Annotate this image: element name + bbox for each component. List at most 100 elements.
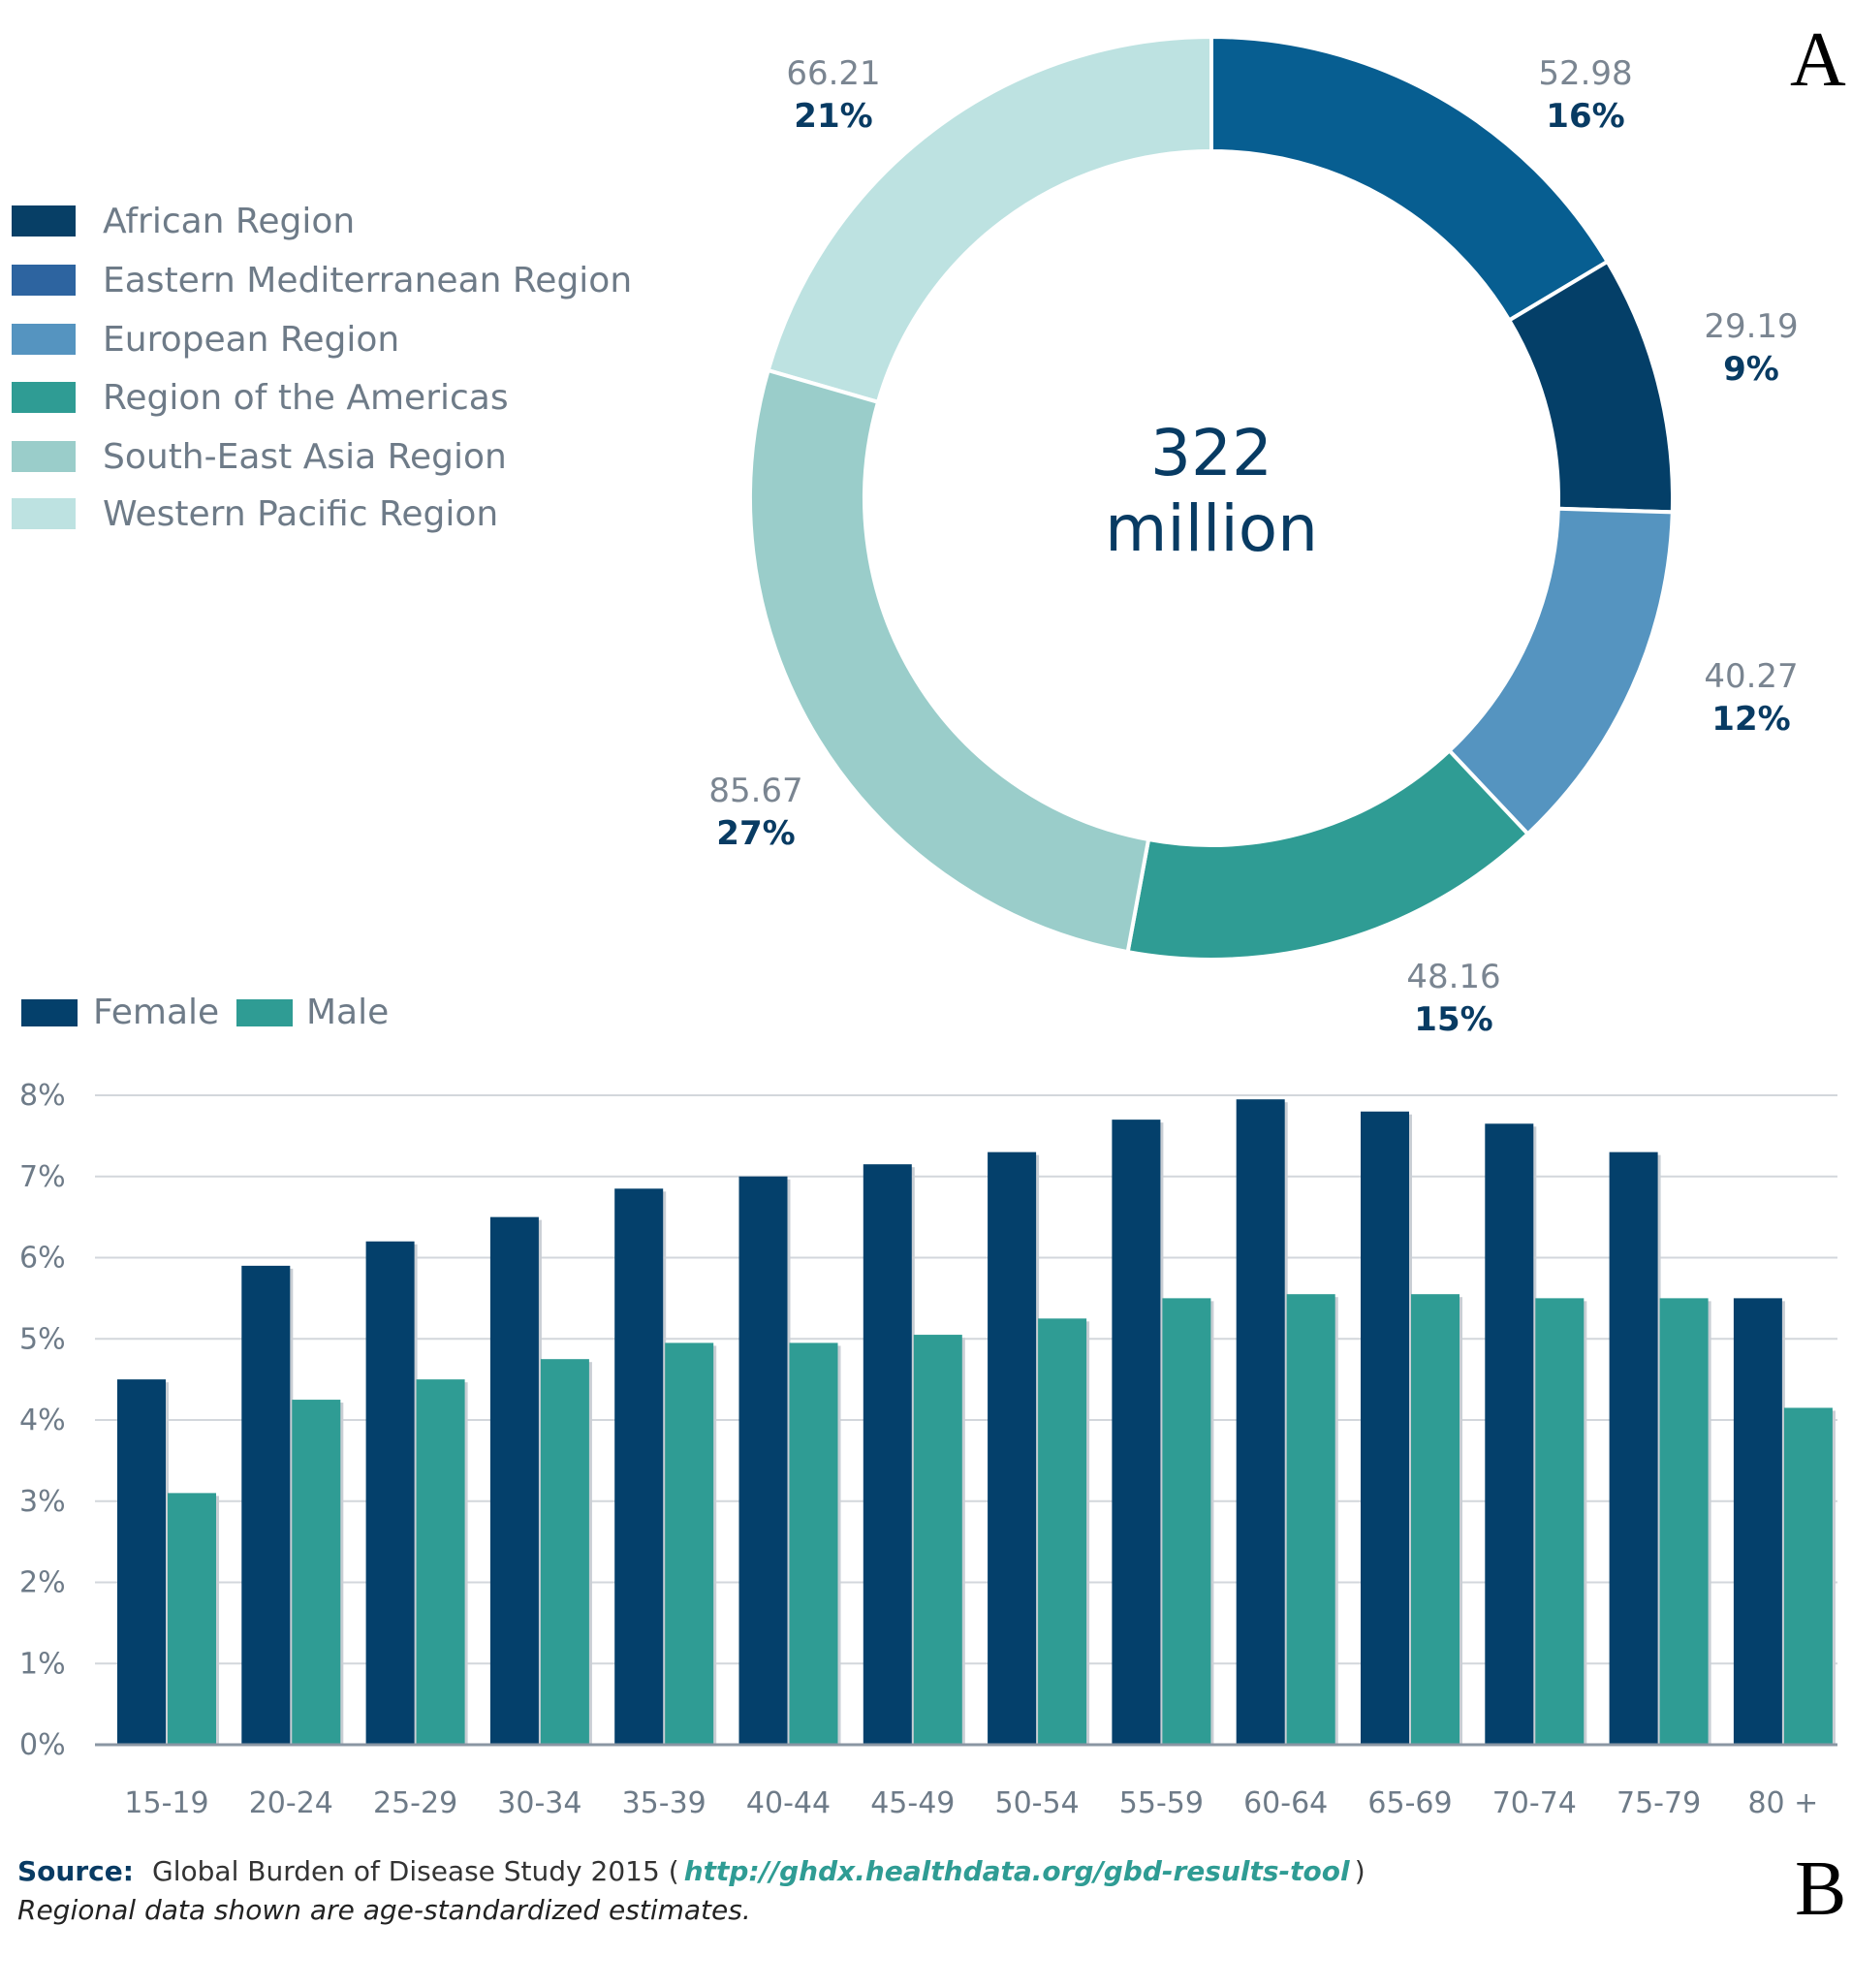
legend-label: Male — [306, 993, 389, 1032]
bar-male — [168, 1493, 216, 1745]
footnote: Regional data shown are age-standardized… — [17, 1894, 751, 1926]
bar-male — [416, 1379, 465, 1745]
bar-female — [1112, 1120, 1161, 1745]
x-tick-label: 60-64 — [1243, 1786, 1328, 1820]
bar-male — [540, 1359, 589, 1745]
y-tick-label: 6% — [19, 1242, 66, 1276]
bar-female — [1485, 1123, 1534, 1745]
x-tick-label: 50-54 — [995, 1786, 1080, 1820]
x-tick-label: 55-59 — [1119, 1786, 1204, 1820]
bar-female — [614, 1188, 664, 1745]
x-tick-label: 20-24 — [249, 1786, 333, 1820]
bar-female — [241, 1265, 291, 1745]
region-legend: African Region Eastern Mediterranean Regi… — [12, 202, 632, 534]
bar-male — [1411, 1294, 1460, 1745]
bar-female — [365, 1241, 415, 1745]
x-tick-label: 45-49 — [870, 1786, 955, 1820]
x-tick-label: 25-29 — [373, 1786, 457, 1820]
bar-female — [1236, 1099, 1285, 1745]
donut-slice — [1125, 747, 1531, 962]
x-tick-label: 30-34 — [497, 1786, 581, 1820]
bar-male — [1286, 1294, 1335, 1745]
bar-female — [863, 1164, 912, 1745]
bar-male — [1038, 1318, 1087, 1745]
bar-male — [789, 1342, 838, 1745]
bar-male — [1535, 1298, 1585, 1745]
donut-value-label: 66.21 — [786, 54, 880, 93]
bar-female — [988, 1152, 1037, 1745]
y-tick-label: 3% — [19, 1485, 66, 1519]
bar-male — [1162, 1298, 1211, 1745]
legend-label: South-East Asia Region — [103, 437, 507, 477]
bar-x-axis-ticks: 15-19 20-24 25-29 30-34 35-39 40-44 45-49 50-54… — [124, 1786, 1818, 1820]
bar-male — [1783, 1407, 1833, 1745]
donut-value-label: 52.98 — [1538, 54, 1632, 93]
donut-value-label: 29.19 — [1704, 307, 1798, 346]
bar-female — [117, 1379, 166, 1745]
y-tick-label: 0% — [19, 1728, 66, 1762]
donut-percent-label: 9% — [1723, 350, 1779, 389]
y-tick-label: 7% — [19, 1160, 66, 1194]
legend-swatch — [12, 498, 76, 529]
bar-y-axis-ticks: 0% 1% 2% 3% 4% 5% 6% 7% 8% — [19, 1079, 66, 1762]
bar-male — [1659, 1298, 1709, 1745]
x-tick-label: 75-79 — [1617, 1786, 1701, 1820]
donut-slice-labels: 66.21 21% 52.98 16% 29.19 9% 40.27 12% 48.16 15% 8… — [708, 54, 1798, 1039]
bar-chart: Female Male 0% 1% 2% 3% 4% 5% 6% 7% 8% 15-19 20-24… — [19, 993, 1837, 1820]
x-tick-label: 70-74 — [1492, 1786, 1577, 1820]
legend-swatch — [21, 999, 78, 1026]
y-tick-label: 1% — [19, 1647, 66, 1681]
bar-male — [665, 1342, 714, 1745]
donut-value-label: 85.67 — [708, 772, 802, 810]
donut-percent-label: 15% — [1414, 1000, 1492, 1039]
x-tick-label: 35-39 — [622, 1786, 706, 1820]
source-label: Source: — [17, 1855, 134, 1887]
legend-swatch — [12, 265, 76, 296]
legend-label: Western Pacific Region — [103, 494, 498, 534]
source-link[interactable]: http://ghdx.healthdata.org/gbd-results-t… — [684, 1855, 1350, 1887]
bar-female — [489, 1216, 539, 1745]
bar-female — [738, 1176, 788, 1745]
donut-percent-label: 27% — [716, 814, 795, 853]
source-close: ) — [1355, 1855, 1365, 1887]
donut-value-label: 48.16 — [1406, 958, 1500, 996]
y-tick-label: 5% — [19, 1322, 66, 1356]
legend-label: Region of the Americas — [103, 378, 509, 418]
legend-swatch — [12, 205, 76, 237]
y-tick-label: 4% — [19, 1404, 66, 1437]
bar-series — [117, 1099, 1836, 1745]
legend-swatch — [12, 382, 76, 413]
donut-slices — [748, 34, 1675, 962]
x-tick-label: 65-69 — [1367, 1786, 1452, 1820]
donut-center-number: 322 — [1150, 416, 1272, 490]
panel-label-b: B — [1795, 1846, 1846, 1932]
bar-female — [1609, 1152, 1658, 1745]
x-tick-label: 40-44 — [746, 1786, 831, 1820]
legend-swatch — [12, 441, 76, 472]
x-tick-label: 80 + — [1747, 1786, 1818, 1820]
legend-swatch — [236, 999, 293, 1026]
bar-male — [292, 1400, 341, 1745]
donut-percent-label: 21% — [794, 97, 872, 136]
donut-percent-label: 16% — [1546, 97, 1624, 136]
source-line: Source: Global Burden of Disease Study 2… — [17, 1855, 1365, 1887]
panel-label-a: A — [1790, 17, 1846, 103]
x-tick-label: 15-19 — [124, 1786, 208, 1820]
legend-label: European Region — [103, 320, 399, 360]
donut-slice — [748, 367, 1151, 955]
sex-legend: Female Male — [21, 993, 389, 1032]
legend-label: Female — [93, 993, 219, 1032]
legend-label: Eastern Mediterranean Region — [103, 261, 632, 300]
y-tick-label: 2% — [19, 1566, 66, 1600]
y-tick-label: 8% — [19, 1079, 66, 1113]
donut-chart: 66.21 21% 52.98 16% 29.19 9% 40.27 12% 48.16 15% 8… — [708, 34, 1799, 1039]
bar-female — [1361, 1111, 1409, 1745]
legend-label: African Region — [103, 202, 355, 241]
donut-percent-label: 12% — [1711, 700, 1790, 739]
donut-value-label: 40.27 — [1704, 657, 1798, 696]
donut-center-unit: million — [1105, 491, 1318, 566]
bar-female — [1733, 1298, 1782, 1745]
legend-swatch — [12, 324, 76, 355]
bar-male — [913, 1335, 962, 1745]
